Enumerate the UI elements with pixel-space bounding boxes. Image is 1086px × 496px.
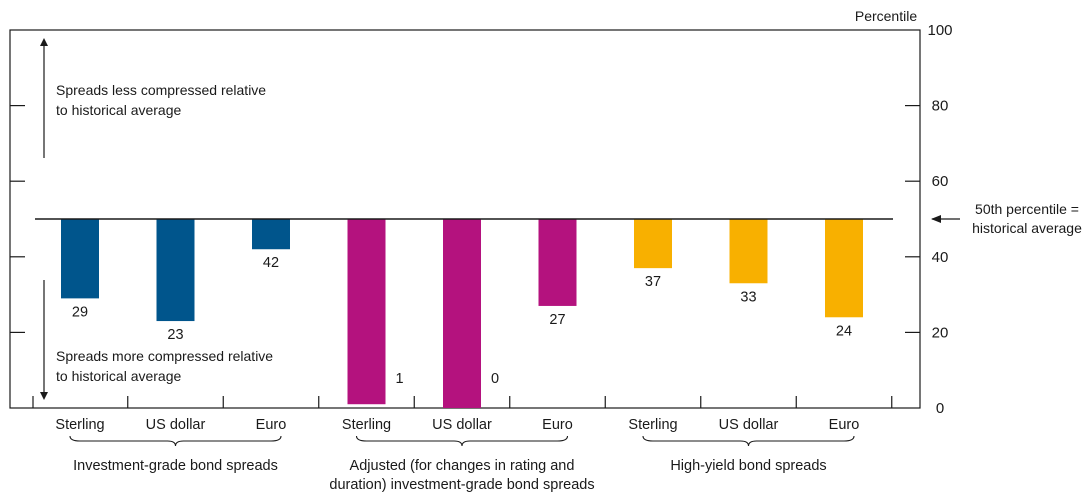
y-unit-label: Percentile xyxy=(855,8,917,24)
value-label-1-2: 27 xyxy=(549,312,565,328)
y-axis: 0 20 40 60 80 100 xyxy=(10,22,953,417)
group-brace-0 xyxy=(69,435,282,447)
bar-1-1 xyxy=(443,219,481,408)
group-label-1-1: duration) investment-grade bond spreads xyxy=(329,477,594,493)
category-label-2-1: US dollar xyxy=(719,417,779,433)
reference-label-line-1: 50th percentile = xyxy=(975,201,1079,217)
group-label-1-0: Adjusted (for changes in rating and xyxy=(350,458,575,474)
lower-annotation-line-2: to historical average xyxy=(56,368,182,384)
bar-1-2 xyxy=(538,219,577,306)
value-label-1-0: 1 xyxy=(395,371,403,387)
y-tick-label-20: 20 xyxy=(932,324,949,341)
bar-0-0 xyxy=(61,219,99,299)
group-brace-2 xyxy=(642,435,855,447)
category-label-1-2: Euro xyxy=(542,417,573,433)
value-label-0-2: 42 xyxy=(263,255,279,271)
group-label-2-0: High-yield bond spreads xyxy=(670,458,826,474)
category-label-2-2: Euro xyxy=(829,417,860,433)
value-label-2-1: 33 xyxy=(740,289,756,305)
category-label-1-1: US dollar xyxy=(432,417,492,433)
bar-0-1 xyxy=(156,219,195,322)
value-label-2-2: 24 xyxy=(836,323,852,339)
bars: 29 23 42 1 0 27 37 33 24 xyxy=(61,219,863,408)
bar-2-0 xyxy=(634,219,672,269)
y-tick-label-60: 60 xyxy=(932,173,949,190)
category-label-0-2: Euro xyxy=(256,417,287,433)
y-tick-label-40: 40 xyxy=(932,249,949,266)
y-tick-label-100: 100 xyxy=(927,22,952,39)
bar-2-1 xyxy=(729,219,768,284)
category-label-0-0: Sterling xyxy=(55,417,104,433)
bar-2-2 xyxy=(825,219,863,318)
category-label-2-0: Sterling xyxy=(628,417,677,433)
value-label-2-0: 37 xyxy=(645,274,661,290)
value-label-1-1: 0 xyxy=(491,371,499,387)
upper-annotation-line-1: Spreads less compressed relative xyxy=(56,82,266,98)
lower-annotation-line-1: Spreads more compressed relative xyxy=(56,348,273,364)
x-axis: Sterling US dollar Euro Investment-grade bo… xyxy=(32,396,893,493)
bar-0-2 xyxy=(252,219,290,250)
group-label-0-0: Investment-grade bond spreads xyxy=(73,458,278,474)
upper-annotation-line-2: to historical average xyxy=(56,102,182,118)
reference-label-line-2: historical average xyxy=(972,220,1082,236)
category-label-1-0: Sterling xyxy=(342,417,391,433)
value-label-0-0: 29 xyxy=(72,304,88,320)
value-label-0-1: 23 xyxy=(167,327,183,343)
group-brace-1 xyxy=(355,435,569,447)
bar-1-0 xyxy=(347,219,386,405)
y-tick-label-80: 80 xyxy=(932,98,949,115)
y-tick-label-0: 0 xyxy=(936,400,944,417)
category-label-0-1: US dollar xyxy=(146,417,206,433)
